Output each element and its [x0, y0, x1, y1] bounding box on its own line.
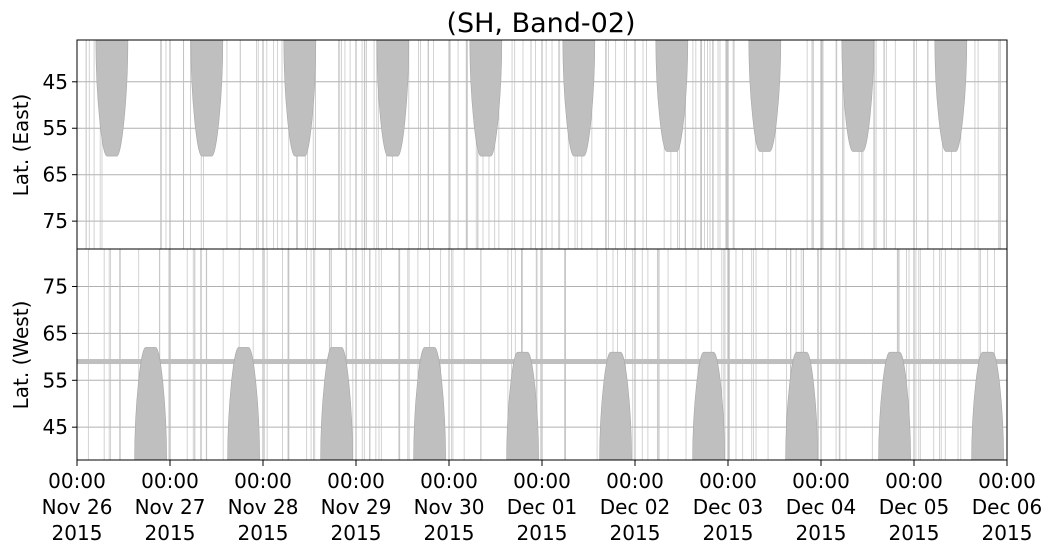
x-tick-year: 2015: [424, 521, 475, 545]
west-y-tick-label: 45: [43, 415, 68, 439]
chart-title: (SH, Band-02): [446, 8, 635, 39]
west-y-label: Lat. (West): [9, 301, 33, 410]
x-tick-year: 2015: [796, 521, 847, 545]
east-lobe: [376, 39, 410, 157]
west-y-tick-label: 65: [43, 321, 68, 345]
east-y-tick-label: 45: [43, 70, 68, 94]
west-lobe: [413, 347, 446, 461]
west-lobe: [134, 347, 167, 461]
west-lobe: [599, 351, 632, 461]
x-tick-date: Dec 02: [600, 495, 671, 519]
x-tick-year: 2015: [52, 521, 103, 545]
x-tick-time: 00:00: [141, 469, 199, 493]
east-lobe: [469, 39, 503, 157]
west-y-tick-label: 55: [43, 368, 68, 392]
x-tick-year: 2015: [331, 521, 382, 545]
east-lobe: [748, 39, 782, 152]
east-y-tick-label: 75: [43, 209, 68, 233]
west-lobe: [320, 347, 353, 461]
x-tick-time: 00:00: [48, 469, 106, 493]
x-tick-time: 00:00: [513, 469, 571, 493]
east-y-label: Lat. (East): [9, 94, 33, 197]
x-tick-year: 2015: [517, 521, 568, 545]
west-y-ticks: 45 55 65 75: [43, 275, 77, 439]
x-tick-date: Nov 30: [414, 495, 485, 519]
east-lobe: [562, 39, 596, 157]
x-tick-date: Dec 05: [879, 495, 950, 519]
west-lobe: [971, 351, 1004, 461]
east-lobe: [655, 39, 689, 152]
west-constant-band: [77, 359, 1007, 365]
x-tick-year: 2015: [703, 521, 754, 545]
x-tick-date: Nov 26: [42, 495, 113, 519]
east-y-tick-label: 55: [43, 116, 68, 140]
x-tick-year: 2015: [610, 521, 661, 545]
west-data: [77, 249, 1007, 461]
x-tick-date: Dec 03: [693, 495, 764, 519]
east-lobe: [190, 39, 224, 157]
x-tick-time: 00:00: [606, 469, 664, 493]
x-tick-time: 00:00: [234, 469, 292, 493]
west-lobe: [692, 351, 725, 461]
east-y-ticks: 45 55 65 75: [43, 70, 77, 233]
x-tick-time: 00:00: [327, 469, 385, 493]
x-tick-date: Dec 04: [786, 495, 857, 519]
x-tick-date: Nov 29: [321, 495, 392, 519]
x-tick-date: Nov 28: [228, 495, 299, 519]
x-tick-date: Dec 06: [972, 495, 1043, 519]
x-tick-year: 2015: [982, 521, 1033, 545]
x-tick-year: 2015: [238, 521, 289, 545]
x-tick-time: 00:00: [978, 469, 1036, 493]
x-tick-time: 00:00: [699, 469, 757, 493]
x-tick-time: 00:00: [885, 469, 943, 493]
west-lobe: [785, 351, 818, 461]
x-tick-time: 00:00: [792, 469, 850, 493]
east-lobe: [283, 39, 317, 157]
east-lobe: [934, 39, 968, 152]
x-tick-date: Nov 27: [135, 495, 206, 519]
west-panel: 45 55 65 75: [43, 248, 1008, 461]
east-panel: 45 55 65 75: [43, 39, 1008, 250]
west-y-tick-label: 75: [43, 275, 68, 299]
east-lobe: [841, 39, 875, 152]
x-tick-date: Dec 01: [507, 495, 578, 519]
east-data: [85, 39, 1001, 249]
west-grid: [76, 249, 1008, 460]
east-y-tick-label: 65: [43, 163, 68, 187]
west-lobe: [878, 351, 911, 461]
x-tick-time: 00:00: [420, 469, 478, 493]
west-lobe: [506, 351, 539, 461]
x-tick-year: 2015: [145, 521, 196, 545]
west-lobe: [227, 347, 260, 461]
x-tick-year: 2015: [889, 521, 940, 545]
east-lobe: [95, 39, 129, 157]
